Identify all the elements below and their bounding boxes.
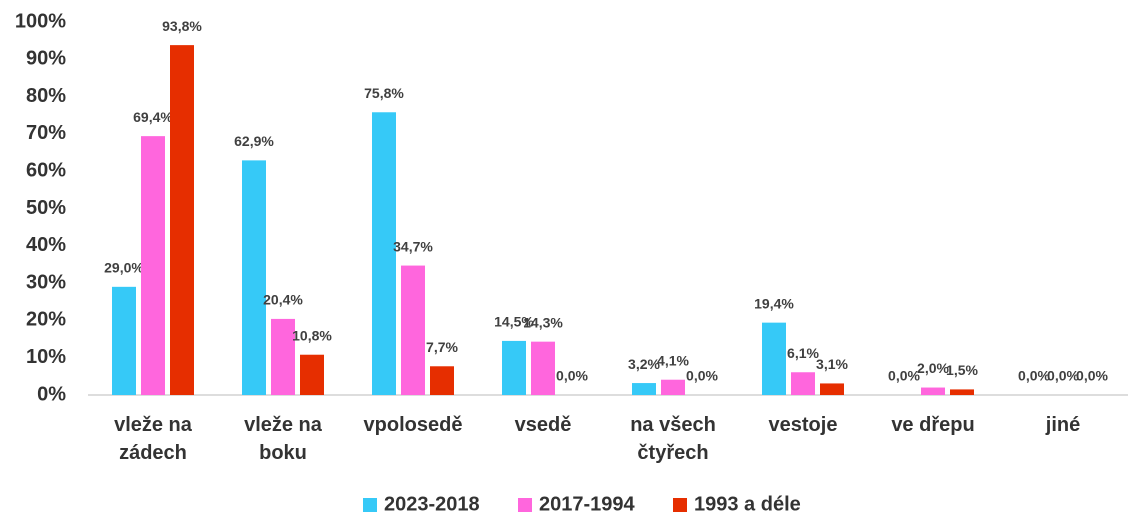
value-label: 1,5%: [946, 362, 978, 378]
value-label: 20,4%: [263, 292, 303, 308]
legend-label: 2023-2018: [384, 493, 480, 515]
y-tick-label: 40%: [26, 234, 66, 256]
value-label: 3,1%: [816, 356, 848, 372]
value-label: 0,0%: [1047, 368, 1079, 384]
bar: [430, 366, 454, 395]
x-tick-label: ve dřepu: [891, 414, 975, 436]
y-tick-label: 0%: [37, 383, 66, 405]
value-label: 0,0%: [1018, 368, 1050, 384]
bar: [300, 354, 324, 395]
value-label: 10,8%: [292, 327, 332, 343]
value-label: 75,8%: [364, 85, 404, 101]
bar: [401, 265, 425, 395]
y-tick-label: 100%: [15, 10, 66, 32]
bar: [141, 136, 165, 395]
x-tick-label: vleže na boku: [244, 414, 322, 464]
y-tick-label: 10%: [26, 346, 66, 368]
value-label: 3,2%: [628, 356, 660, 372]
bar: [921, 387, 945, 395]
x-tick-label: vpolosedě: [363, 414, 463, 436]
bar: [762, 322, 786, 395]
bar: [242, 160, 266, 395]
x-tick-label: jiné: [1045, 414, 1081, 436]
bar: [950, 389, 974, 395]
value-label: 14,3%: [523, 314, 563, 330]
legend-label: 1993 a déle: [694, 493, 801, 515]
y-tick-label: 70%: [26, 122, 66, 144]
x-tick-label: na všech čtyřech: [630, 414, 716, 464]
value-label: 93,8%: [162, 18, 202, 34]
x-tick-label: vsedě: [514, 414, 572, 436]
value-label: 29,0%: [104, 260, 144, 276]
value-label: 0,0%: [556, 368, 588, 384]
bar: [372, 112, 396, 396]
bar: [271, 318, 295, 395]
value-label: 7,7%: [426, 339, 458, 355]
bar: [791, 372, 815, 395]
value-label: 14,5%: [494, 314, 534, 330]
y-tick-label: 50%: [26, 197, 66, 219]
bar: [502, 340, 526, 395]
legend-swatch: [673, 498, 687, 512]
value-label: 6,1%: [787, 345, 819, 361]
bar: [531, 341, 555, 395]
y-tick-label: 60%: [26, 159, 66, 181]
y-tick-label: 90%: [26, 48, 66, 70]
legend-label: 2017-1994: [539, 493, 636, 515]
legend-swatch: [518, 498, 532, 512]
bar: [632, 383, 656, 395]
value-label: 62,9%: [234, 133, 274, 149]
bar: [112, 286, 136, 395]
bar: [661, 379, 685, 395]
y-tick-label: 30%: [26, 271, 66, 293]
value-label: 19,4%: [754, 295, 794, 311]
bar: [170, 45, 194, 395]
x-tick-label: vestoje: [768, 414, 838, 436]
legend-swatch: [363, 498, 377, 512]
value-label: 4,1%: [657, 352, 689, 368]
y-tick-label: 80%: [26, 85, 66, 107]
value-label: 34,7%: [393, 238, 433, 254]
value-label: 69,4%: [133, 109, 173, 125]
x-tick-label: vleže na zádech: [114, 414, 192, 464]
value-label: 0,0%: [888, 368, 920, 384]
value-label: 0,0%: [1076, 368, 1108, 384]
value-label: 2,0%: [917, 360, 949, 376]
bar: [820, 383, 844, 395]
y-tick-label: 20%: [26, 309, 66, 331]
value-label: 0,0%: [686, 368, 718, 384]
